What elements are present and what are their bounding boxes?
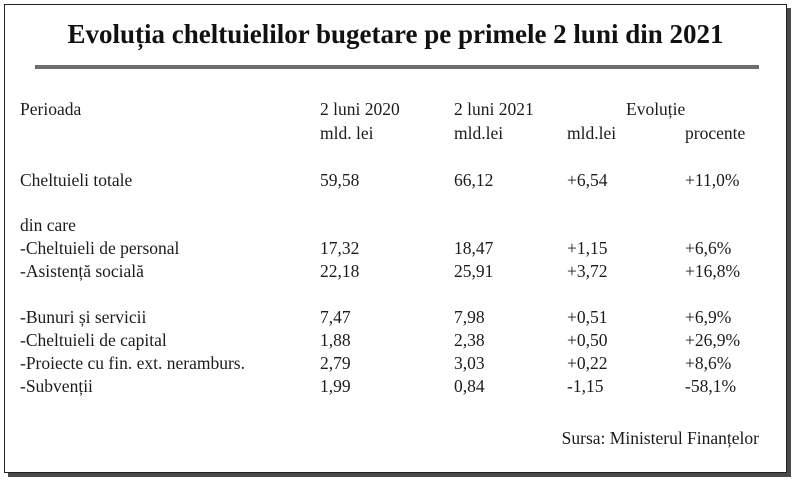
- value-evolutie-procente: +6,6%: [685, 238, 732, 258]
- value-evolutie-procente: +8,6%: [685, 353, 732, 373]
- value-2021: 3,03: [454, 353, 485, 373]
- value-2021: 18,47: [454, 238, 494, 258]
- header-evolutie-mld: mld.lei: [567, 123, 617, 143]
- header-perioada: Perioada: [20, 99, 82, 119]
- header-2021: 2 luni 2021: [454, 99, 534, 119]
- din-care-label: din care: [20, 215, 76, 235]
- value-2020: 17,32: [320, 238, 360, 258]
- value-2020: 59,58: [320, 170, 360, 190]
- page-title: Evoluția cheltuielilor bugetare pe prime…: [67, 19, 724, 49]
- value-evolutie-procente: +6,9%: [685, 307, 732, 327]
- value-2021: 2,38: [454, 330, 485, 350]
- row-label: -Subvenții: [20, 376, 93, 396]
- value-evolutie-mld: +0,51: [567, 307, 608, 327]
- value-2020: 7,47: [320, 307, 351, 327]
- value-2020: 1,88: [320, 330, 351, 350]
- value-evolutie-procente: +11,0%: [685, 170, 740, 190]
- row-label: -Proiecte cu fin. ext. neramburs.: [20, 353, 245, 373]
- value-evolutie-procente: +26,9%: [685, 330, 741, 350]
- value-evolutie-mld: +0,22: [567, 353, 608, 373]
- value-2020: 22,18: [320, 261, 360, 281]
- header-evolutie-procente: procente: [685, 123, 746, 143]
- value-2021: 25,91: [454, 261, 494, 281]
- value-2021: 0,84: [454, 376, 485, 396]
- value-evolutie-procente: -58,1%: [685, 376, 737, 396]
- value-2020: 1,99: [320, 376, 351, 396]
- source-note: Sursa: Ministerul Finanțelor: [561, 428, 759, 448]
- value-evolutie-mld: +6,54: [567, 170, 608, 190]
- row-label: -Cheltuieli de capital: [20, 330, 167, 350]
- header-2020: 2 luni 2020: [320, 99, 400, 119]
- value-2021: 7,98: [454, 307, 485, 327]
- value-evolutie-mld: +1,15: [567, 238, 608, 258]
- value-evolutie-mld: -1,15: [567, 376, 604, 396]
- value-evolutie-procente: +16,8%: [685, 261, 741, 281]
- row-label: -Asistență socială: [20, 261, 144, 281]
- value-2021: 66,12: [454, 170, 494, 190]
- header-2021-unit: mld.lei: [454, 123, 504, 143]
- row-label: Cheltuieli totale: [20, 170, 133, 190]
- row-label: -Cheltuieli de personal: [20, 238, 180, 258]
- header-2020-unit: mld. lei: [320, 123, 374, 143]
- value-evolutie-mld: +0,50: [567, 330, 608, 350]
- row-label: -Bunuri și servicii: [20, 307, 147, 327]
- header-evolutie: Evoluție: [626, 99, 686, 119]
- value-2020: 2,79: [320, 353, 351, 373]
- table-frame: Evoluția cheltuielilor bugetare pe prime…: [4, 4, 787, 473]
- title-divider: [35, 65, 759, 69]
- value-evolutie-mld: +3,72: [567, 261, 608, 281]
